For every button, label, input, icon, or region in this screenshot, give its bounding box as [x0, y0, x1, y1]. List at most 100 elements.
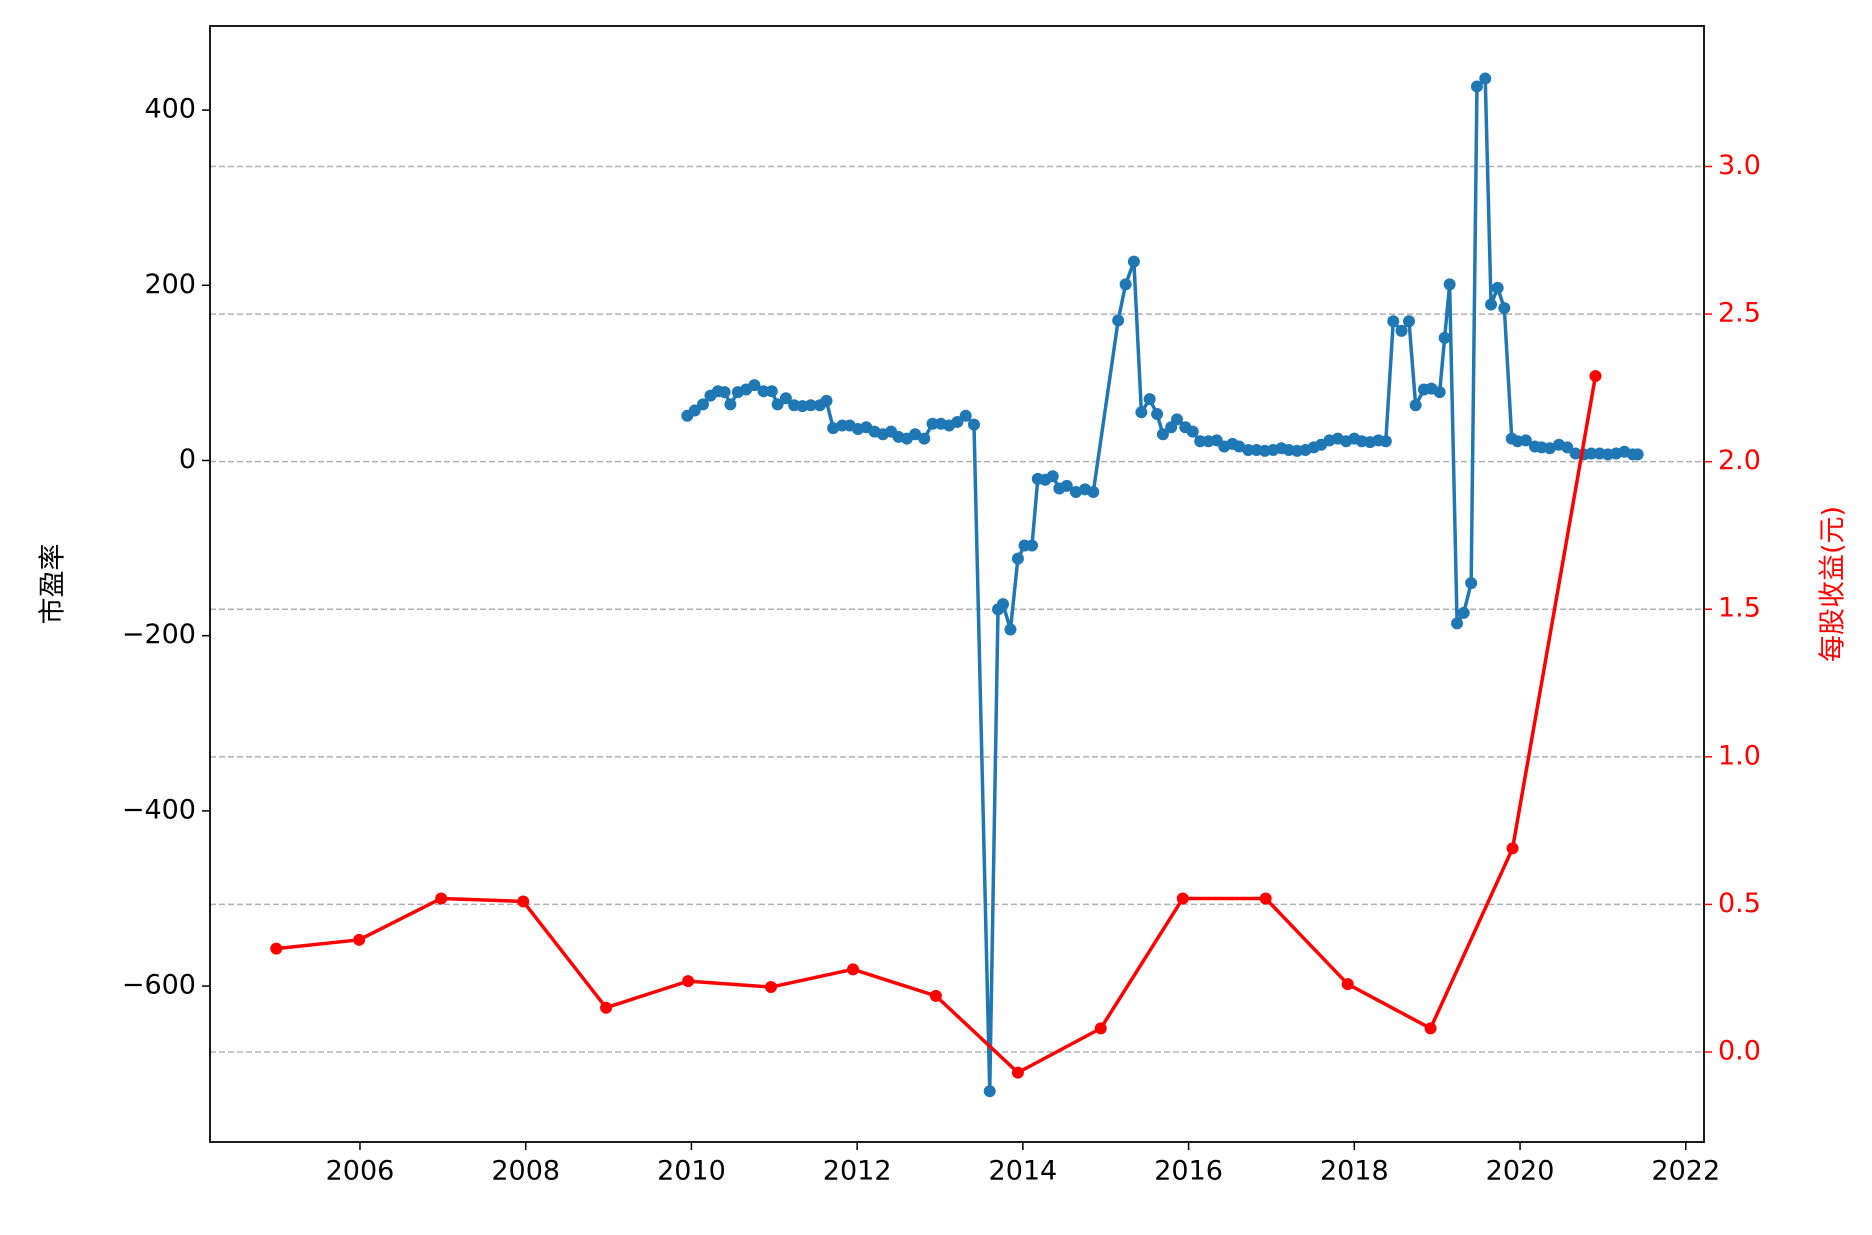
- marker: [1457, 606, 1470, 619]
- marker: [1242, 443, 1255, 456]
- x-tick-label: 2012: [823, 1156, 892, 1187]
- x-tick-label: 2018: [1320, 1156, 1389, 1187]
- y2-tick-label: 1.5: [1718, 593, 1761, 624]
- marker: [827, 422, 840, 435]
- x-tick-label: 2010: [657, 1156, 726, 1187]
- marker: [435, 892, 448, 905]
- marker: [1379, 435, 1392, 448]
- marker: [847, 963, 860, 976]
- marker: [270, 942, 283, 955]
- y2-tick-label: 1.0: [1718, 740, 1761, 771]
- y2-tick-label: 2.0: [1718, 445, 1761, 476]
- marker: [757, 385, 770, 398]
- marker: [929, 989, 942, 1002]
- y2-tick-label: 2.5: [1718, 298, 1761, 329]
- marker: [1011, 1066, 1024, 1079]
- y2-tick-label: 0.0: [1718, 1035, 1761, 1066]
- marker: [1046, 470, 1059, 483]
- marker: [804, 399, 817, 412]
- marker: [1170, 413, 1183, 426]
- marker: [1631, 448, 1644, 461]
- marker: [820, 394, 833, 407]
- y-tick-label: −600: [122, 970, 196, 1001]
- marker: [1479, 72, 1492, 85]
- marker: [1506, 842, 1519, 855]
- marker: [771, 398, 784, 411]
- marker: [748, 379, 761, 392]
- marker: [909, 428, 922, 441]
- y-axis-label: 市盈率: [38, 544, 69, 625]
- marker: [1112, 314, 1125, 327]
- x-tick-label: 2022: [1651, 1156, 1720, 1187]
- marker: [779, 392, 792, 405]
- x-tick-label: 2014: [989, 1156, 1058, 1187]
- marker: [926, 417, 939, 430]
- plot-frame: [209, 25, 1705, 1143]
- marker: [1151, 408, 1164, 421]
- marker: [1176, 892, 1189, 905]
- marker: [1498, 302, 1511, 315]
- marker: [718, 386, 731, 399]
- y-tick-label: −200: [122, 619, 196, 650]
- marker: [688, 404, 701, 417]
- x-tick-label: 2006: [326, 1156, 395, 1187]
- marker: [1561, 441, 1574, 454]
- y-tick-label: −400: [122, 794, 196, 825]
- y-tick-label: 400: [144, 94, 196, 125]
- marker: [1233, 440, 1246, 453]
- marker: [1589, 370, 1602, 383]
- y2-tick-label: 3.0: [1718, 150, 1761, 181]
- marker: [1094, 1022, 1107, 1035]
- marker: [951, 415, 964, 428]
- marker: [697, 398, 710, 411]
- marker: [1443, 278, 1456, 291]
- marker: [1424, 1022, 1437, 1035]
- marker: [1491, 281, 1504, 294]
- marker: [1156, 428, 1169, 441]
- marker: [1060, 479, 1073, 492]
- marker: [1409, 399, 1422, 412]
- marker: [1543, 442, 1556, 455]
- marker: [983, 1085, 996, 1098]
- marker: [1451, 617, 1464, 630]
- marker: [1025, 539, 1038, 552]
- y-tick-label: 0: [179, 444, 196, 475]
- marker: [996, 598, 1009, 611]
- marker: [600, 1001, 613, 1014]
- marker: [1387, 315, 1400, 328]
- marker: [1465, 577, 1478, 590]
- y-tick-label: 200: [144, 269, 196, 300]
- marker: [724, 398, 737, 411]
- marker: [1127, 255, 1140, 268]
- x-tick-label: 2008: [491, 1156, 560, 1187]
- marker: [1403, 315, 1416, 328]
- marker: [1341, 978, 1354, 991]
- marker: [1433, 386, 1446, 399]
- marker: [765, 385, 778, 398]
- marker: [517, 895, 530, 908]
- marker: [764, 981, 777, 994]
- marker: [1395, 324, 1408, 337]
- marker: [1119, 278, 1132, 291]
- marker: [1069, 486, 1082, 499]
- marker: [1011, 552, 1024, 565]
- marker: [918, 432, 931, 445]
- marker: [682, 975, 695, 988]
- line: [686, 76, 1638, 1093]
- marker: [1259, 892, 1272, 905]
- marker: [1519, 434, 1532, 447]
- marker: [1004, 623, 1017, 636]
- marker: [1470, 80, 1483, 93]
- x-tick-label: 2020: [1486, 1156, 1555, 1187]
- x-tick-label: 2016: [1154, 1156, 1223, 1187]
- marker: [1485, 298, 1498, 311]
- y2-axis-label: 每股收益(元): [1818, 506, 1849, 662]
- marker: [1585, 447, 1598, 460]
- marker: [959, 409, 972, 422]
- marker: [1438, 331, 1451, 344]
- marker: [1135, 406, 1148, 419]
- marker: [1143, 393, 1156, 406]
- y2-tick-label: 0.5: [1718, 888, 1761, 919]
